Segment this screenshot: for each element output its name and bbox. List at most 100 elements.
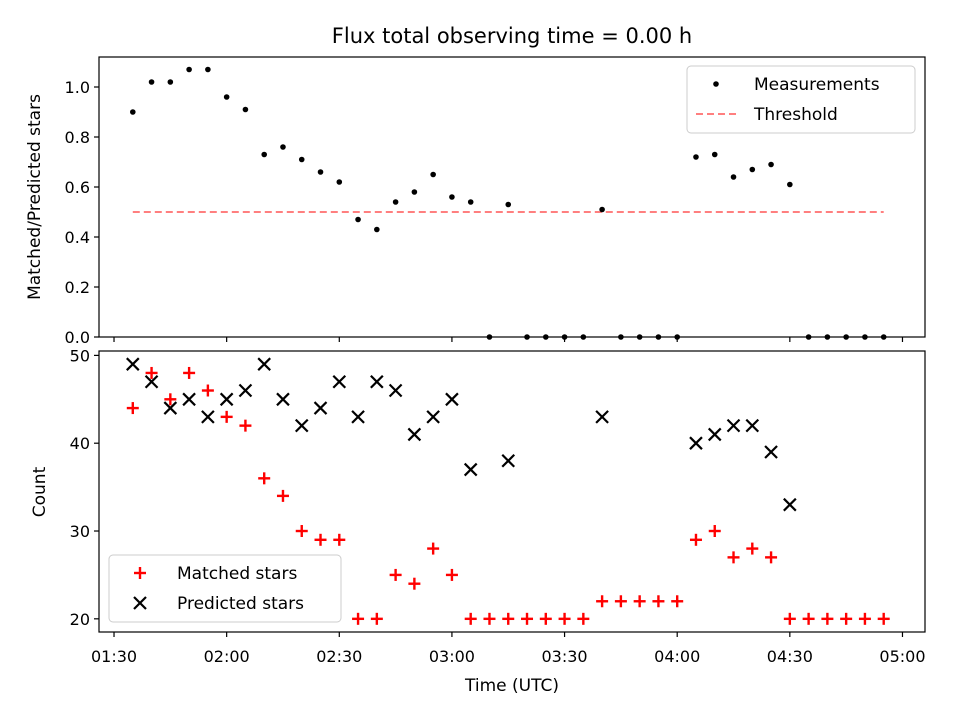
legend-threshold-label: Threshold [753,105,838,125]
matched-star-marker [858,612,871,625]
matched-star-marker [577,612,590,625]
predicted-star-marker [407,427,422,442]
matched-star-marker [765,551,778,564]
predicted-star-marker [257,357,271,371]
x-stroke [238,383,253,398]
matched-star-marker [427,542,440,555]
matched-star-marker [558,612,571,625]
predicted-star-marker [689,436,703,450]
matched-star-marker [314,533,327,546]
measurement-point [730,174,737,180]
measurement-point [223,94,230,100]
predicted-star-marker [595,410,609,424]
matched-star-marker [539,612,552,625]
legend-matched-marker [134,567,146,579]
matched-star-marker [633,595,646,608]
x-stroke [407,427,422,442]
measurement-point [374,226,380,233]
x-tick-label: 04:30 [767,647,813,666]
measurement-point [787,181,793,188]
predicted-star-marker [219,392,234,407]
predicted-star-marker [313,401,328,415]
predicted-star-marker [388,383,403,398]
x-stroke [463,462,478,477]
predicted-star-marker [764,445,778,459]
measurement-point [336,179,343,185]
top-y-tick-label: 0.0 [65,328,90,347]
x-stroke [745,418,760,433]
measurement-point [411,189,418,195]
x-tick-label: 02:30 [316,647,362,666]
matched-star-marker [502,612,515,625]
x-stroke [445,392,459,407]
measurement-point [242,106,249,113]
x-stroke [426,410,440,424]
x-tick-label: 03:00 [429,647,475,666]
x-stroke [388,383,403,398]
x-tick-label: 03:30 [542,647,588,666]
matched-star-marker [877,612,890,625]
predicted-star-marker [707,427,722,442]
measurement-point [693,154,699,160]
predicted-star-marker [463,462,478,477]
matched-star-marker [370,612,383,625]
matched-star-marker [239,419,252,432]
x-stroke [764,445,778,459]
x-stroke [144,374,159,389]
x-stroke [126,357,140,371]
x-stroke [219,392,234,407]
bottom-legend-box [108,554,342,623]
measurement-point [711,151,718,158]
measurement-point [355,216,361,223]
predicted-star-marker [144,374,159,389]
matched-star-marker [258,472,271,485]
x-stroke [501,453,516,468]
x-axis-label: Time (UTC) [464,676,559,696]
predicted-star-marker [726,418,741,433]
matched-star-marker [295,525,308,538]
x-tick-label: 04:00 [654,647,700,666]
x-stroke [257,357,271,371]
top-panel: 0.0 0.2 0.4 0.6 0.8 1.0 Matched/Predicted sta… [25,56,926,347]
measurement-point [205,66,211,73]
matched-star-marker [220,410,233,423]
matched-star-marker [164,393,177,406]
matched-star-marker [596,595,609,608]
x-stroke [313,401,328,415]
top-y-tick-label: 0.6 [65,178,90,197]
matched-star-marker [727,551,740,564]
legend-predicted-label: Predicted stars [177,594,304,614]
predicted-star-marker [201,410,215,424]
measurement-point [298,156,305,163]
matched-star-marker [821,612,834,625]
legend-measurements-label: Measurements [754,75,880,95]
x-tick-label: 02:00 [204,647,250,666]
matched-star-marker [652,595,665,608]
matched-star-marker [333,533,346,546]
measurement-point [392,199,399,205]
bottom-y-axis: 20 30 40 50 [70,346,99,629]
measurement-point [449,194,455,200]
predicted-star-marker [238,383,253,398]
matched-star-marker [145,366,158,379]
measurement-point [768,161,774,168]
top-y-tick-label: 0.4 [65,228,90,247]
predicted-star-marker [445,392,459,407]
matched-star-marker [126,402,139,415]
predicted-star-marker [294,418,309,433]
x-stroke [707,427,722,442]
matched-star-marker [689,533,702,546]
x-stroke [351,410,365,424]
x-stroke [332,374,347,389]
matched-star-marker [201,384,214,397]
x-tick-label: 01:30 [91,647,137,666]
bottom-y-axis-label: Count [30,466,50,517]
measurement-point [167,79,174,85]
bottom-y-tick-label: 50 [70,346,90,365]
matched-star-marker [802,612,815,625]
top-legend-box [686,65,916,134]
matched-star-marker [746,542,759,555]
measurement-point [749,166,756,173]
